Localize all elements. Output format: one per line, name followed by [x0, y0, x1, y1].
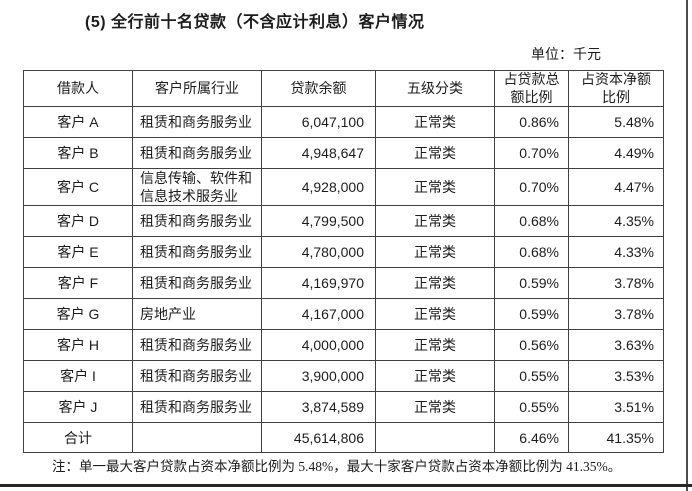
cell-pct-total-loans: 0.59% [494, 267, 569, 300]
cell-classification: 正常类 [375, 298, 495, 331]
cell-classification: 正常类 [375, 360, 495, 393]
cell-borrower: 客户 D [23, 205, 133, 238]
cell-balance: 4,928,000 [261, 167, 376, 207]
table-row-total: 合计 45,614,806 6.46% 41.35% [23, 422, 664, 454]
cell-pct-net-capital: 4.49% [568, 137, 664, 169]
cell-pct-net-capital: 3.78% [568, 298, 664, 331]
cell-pct-total-loans: 0.86% [494, 106, 569, 138]
table-row: 客户 J 租赁和商务服务业 3,874,589 正常类 0.55% 3.51% [23, 391, 664, 424]
table-row: 客户 H 租赁和商务服务业 4,000,000 正常类 0.56% 3.63% [23, 329, 664, 362]
cell-borrower: 客户 G [23, 298, 133, 331]
cell-industry: 租赁和商务服务业 [132, 360, 262, 393]
column-header-borrower: 借款人 [23, 70, 133, 107]
column-header-balance: 贷款余额 [261, 70, 376, 107]
table-row: 客户 I 租赁和商务服务业 3,900,000 正常类 0.55% 3.53% [23, 360, 664, 393]
cell-balance: 4,780,000 [261, 236, 376, 269]
unit-label: 单位：千元 [531, 46, 601, 62]
cell-industry: 租赁和商务服务业 [132, 236, 262, 269]
cell-classification: 正常类 [375, 205, 495, 238]
column-header-classification: 五级分类 [375, 70, 495, 107]
cell-total-label: 合计 [23, 422, 133, 454]
table-row: 客户 A 租赁和商务服务业 6,047,100 正常类 0.86% 5.48% [23, 106, 664, 138]
table-row: 客户 B 租赁和商务服务业 4,948,647 正常类 0.70% 4.49% [23, 137, 664, 169]
page-edge-bottom-border [0, 484, 692, 487]
cell-balance: 4,948,647 [261, 137, 376, 169]
cell-pct-total-loans: 0.55% [494, 391, 569, 424]
cell-classification: 正常类 [375, 167, 495, 207]
cell-pct-total-loans: 6.46% [494, 422, 569, 454]
cell-pct-net-capital: 41.35% [568, 422, 664, 454]
top-ten-borrowers-table: 借款人 客户所属行业 贷款余额 五级分类 占贷款总 额比例 占资本净额 比例 客… [23, 70, 664, 454]
cell-borrower: 客户 A [23, 106, 133, 138]
cell-pct-net-capital: 4.33% [568, 236, 664, 269]
cell-classification: 正常类 [375, 106, 495, 138]
cell-industry: 租赁和商务服务业 [132, 329, 262, 362]
cell-pct-total-loans: 0.68% [494, 236, 569, 269]
column-header-industry: 客户所属行业 [132, 70, 262, 107]
cell-industry: 租赁和商务服务业 [132, 205, 262, 238]
cell-pct-net-capital: 4.47% [568, 167, 664, 207]
table-row: 客户 C 信息传输、软件和信息技术服务业 4,928,000 正常类 0.70%… [23, 167, 664, 207]
page-edge-right-border [686, 0, 688, 491]
table-row: 客户 D 租赁和商务服务业 4,799,500 正常类 0.68% 4.35% [23, 205, 664, 238]
cell-classification: 正常类 [375, 236, 495, 269]
page-title: (5) 全行前十名贷款（不含应计利息）客户情况 [85, 14, 425, 31]
cell-classification: 正常类 [375, 267, 495, 300]
cell-classification: 正常类 [375, 391, 495, 424]
cell-pct-net-capital: 3.51% [568, 391, 664, 424]
table-row: 客户 G 房地产业 4,167,000 正常类 0.59% 3.78% [23, 298, 664, 331]
cell-balance: 4,167,000 [261, 298, 376, 331]
footnote: 注：单一最大客户贷款占资本净额比例为 5.48%，最大十家客户贷款占资本净额比例… [52, 459, 622, 474]
cell-pct-net-capital: 3.78% [568, 267, 664, 300]
cell-balance: 4,799,500 [261, 205, 376, 238]
cell-pct-total-loans: 0.59% [494, 298, 569, 331]
cell-borrower: 客户 I [23, 360, 133, 393]
cell-pct-net-capital: 3.53% [568, 360, 664, 393]
cell-pct-total-loans: 0.68% [494, 205, 569, 238]
cell-borrower: 客户 H [23, 329, 133, 362]
column-header-pct-net-capital: 占资本净额 比例 [568, 70, 664, 107]
cell-borrower: 客户 F [23, 267, 133, 300]
cell-pct-total-loans: 0.55% [494, 360, 569, 393]
cell-balance: 3,874,589 [261, 391, 376, 424]
cell-balance: 45,614,806 [261, 422, 376, 454]
cell-pct-net-capital: 3.63% [568, 329, 664, 362]
cell-pct-total-loans: 0.70% [494, 137, 569, 169]
cell-pct-total-loans: 0.56% [494, 329, 569, 362]
column-header-pct-total-loans: 占贷款总 额比例 [494, 70, 569, 107]
cell-balance: 4,169,970 [261, 267, 376, 300]
cell-pct-total-loans: 0.70% [494, 167, 569, 207]
cell-industry: 信息传输、软件和信息技术服务业 [132, 167, 262, 207]
cell-pct-net-capital: 4.35% [568, 205, 664, 238]
cell-borrower: 客户 E [23, 236, 133, 269]
table-header-row: 借款人 客户所属行业 贷款余额 五级分类 占贷款总 额比例 占资本净额 比例 [23, 70, 664, 107]
cell-borrower: 客户 B [23, 137, 133, 169]
cell-balance: 6,047,100 [261, 106, 376, 138]
cell-classification [375, 422, 495, 454]
cell-industry: 房地产业 [132, 298, 262, 331]
cell-pct-net-capital: 5.48% [568, 106, 664, 138]
cell-classification: 正常类 [375, 137, 495, 169]
cell-industry: 租赁和商务服务业 [132, 267, 262, 300]
cell-balance: 3,900,000 [261, 360, 376, 393]
cell-industry: 租赁和商务服务业 [132, 106, 262, 138]
cell-classification: 正常类 [375, 329, 495, 362]
cell-balance: 4,000,000 [261, 329, 376, 362]
table-row: 客户 F 租赁和商务服务业 4,169,970 正常类 0.59% 3.78% [23, 267, 664, 300]
table-row: 客户 E 租赁和商务服务业 4,780,000 正常类 0.68% 4.33% [23, 236, 664, 269]
cell-borrower: 客户 C [23, 167, 133, 207]
cell-industry: 租赁和商务服务业 [132, 137, 262, 169]
cell-borrower: 客户 J [23, 391, 133, 424]
cell-industry [132, 422, 262, 454]
cell-industry: 租赁和商务服务业 [132, 391, 262, 424]
